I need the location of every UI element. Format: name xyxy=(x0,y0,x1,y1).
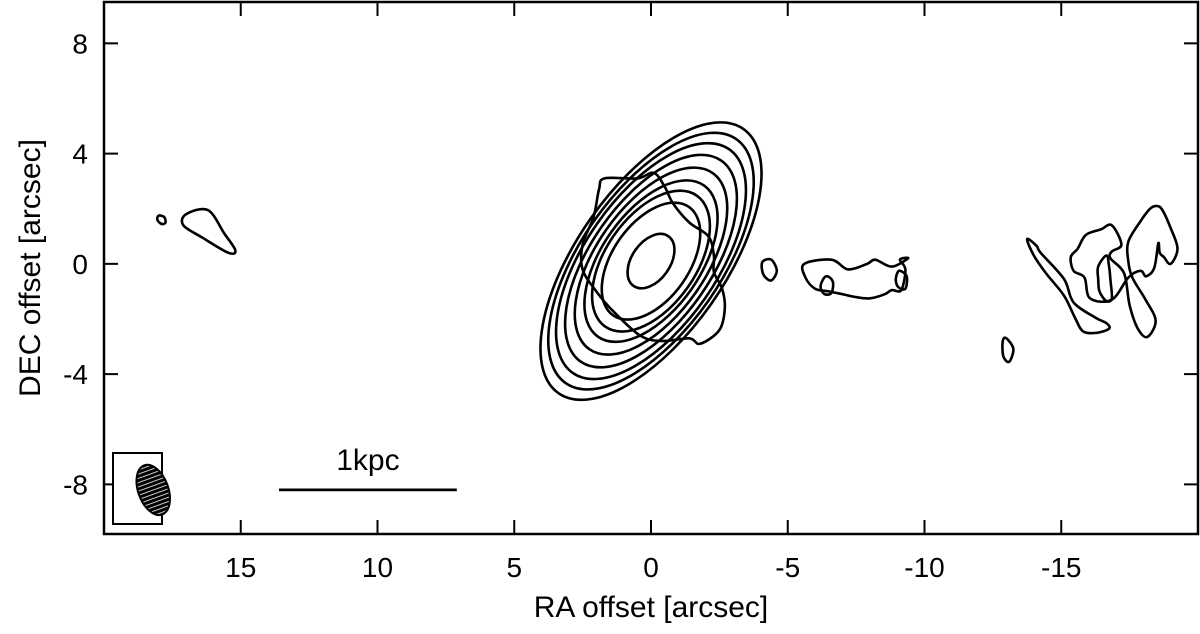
contour-jet-blob-inner-a xyxy=(819,274,835,297)
core-contour-peak xyxy=(626,232,676,290)
core-contour-level xyxy=(590,189,712,333)
x-tick-label: -5 xyxy=(775,552,800,583)
x-axis-title: RA offset [arcsec] xyxy=(534,591,769,624)
tick-marks xyxy=(104,2,1199,534)
y-axis-title: DEC offset [arcsec] xyxy=(14,139,47,397)
core-contour-level xyxy=(539,121,763,402)
y-tick-label: -8 xyxy=(63,469,88,500)
x-tick-label: -10 xyxy=(904,552,944,583)
contour-west-blob-2 xyxy=(1069,204,1179,339)
plot-frame xyxy=(102,0,1200,536)
contour-west-blob-outer xyxy=(1025,237,1111,335)
x-tick-label: 15 xyxy=(225,552,256,583)
tick-labels: 15 10 5 0 -5 -10 -15 8 4 0 -4 -8 xyxy=(63,28,1081,583)
contour-small-2 xyxy=(1001,336,1015,364)
beam-ellipse xyxy=(135,463,171,517)
x-tick-label: 10 xyxy=(362,552,393,583)
contour-jet-blob-inner-b xyxy=(894,269,909,291)
scale-bar-label: 1kpc xyxy=(336,444,399,477)
contour-lines xyxy=(155,121,1179,402)
core-contour-level xyxy=(546,131,756,391)
x-tick-label: -15 xyxy=(1041,552,1081,583)
core-contour-level xyxy=(600,201,702,321)
contour-east-blob xyxy=(180,207,237,256)
contour-small-1 xyxy=(760,257,779,282)
x-tick-label: 5 xyxy=(506,552,522,583)
y-tick-label: 4 xyxy=(72,139,88,170)
beam-shape xyxy=(135,463,171,517)
contour-west-blob-hole xyxy=(1096,254,1114,303)
core-contour-level xyxy=(583,179,719,344)
y-tick-label: 8 xyxy=(72,28,88,59)
x-tick-label: 0 xyxy=(643,552,659,583)
y-tick-label: -4 xyxy=(63,359,88,390)
y-tick-label: 0 xyxy=(72,249,88,280)
core-contour-level xyxy=(554,141,748,381)
core-contour-level xyxy=(573,166,729,356)
contour-east-speck xyxy=(155,214,167,226)
core-contour-level xyxy=(563,153,739,369)
contour-jet-blob-outer xyxy=(800,256,910,300)
